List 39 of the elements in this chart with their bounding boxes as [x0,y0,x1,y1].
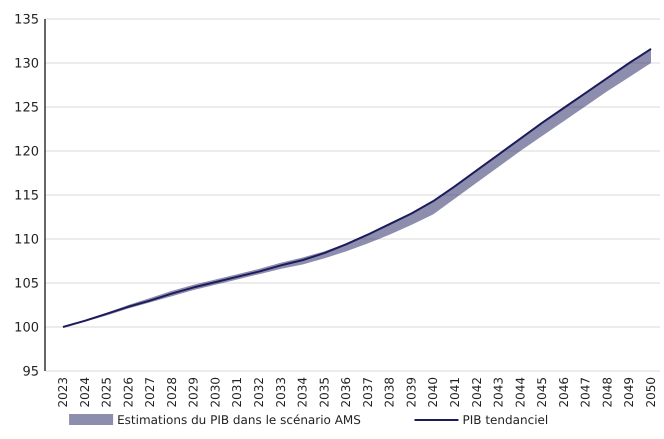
y-tick-label: 105 [14,276,39,292]
x-tick-label: 2039 [404,377,418,408]
x-tick-label: 2038 [382,377,397,408]
x-tick-label: 2042 [470,377,484,408]
x-tick-label: 2031 [230,377,244,408]
x-tick-label: 2028 [164,377,179,408]
x-tick-label: 2029 [186,377,201,408]
x-tick-label: 2024 [78,377,92,408]
x-tick-label: 2025 [100,377,114,408]
text: Estimations du PIB dans le scénario AMS [117,413,361,428]
x-tick-label: 2043 [492,377,506,408]
y-tick-label: 135 [14,12,39,28]
x-tick-label: 2026 [121,377,136,408]
y-tick-label: 120 [14,144,39,160]
x-tick-label: 2035 [317,377,332,408]
x-tick-label: 2040 [426,377,440,408]
x-tick-label: 2048 [600,377,614,408]
y-tick-label: 95 [22,364,39,380]
y-tick-label: 110 [14,232,39,248]
y-tick-label: 100 [14,320,39,336]
x-tick-label: 2023 [56,377,70,408]
x-tick-label: 2027 [143,377,158,408]
x-tick-label: 2036 [339,377,354,408]
x-tick-label: 2032 [252,377,266,408]
x-tick-label: 2041 [448,377,462,408]
y-tick-label: 125 [14,100,39,116]
x-tick-label: 2033 [274,377,288,408]
x-tick-label: 2034 [296,377,310,408]
x-tick-label: 2049 [622,377,636,408]
x-tick-label: 2050 [644,377,658,408]
x-tick-label: 2045 [535,377,550,408]
x-tick-label: 2046 [556,377,571,408]
y-tick-label: 115 [14,188,39,204]
x-tick-label: 2044 [513,377,528,408]
x-tick-label: 2037 [360,377,375,408]
x-tick-label: 2047 [578,377,593,408]
x-tick-label: 2030 [208,377,222,408]
legend-label: PIB tendanciel [462,413,548,428]
y-tick-label: 130 [14,56,39,72]
